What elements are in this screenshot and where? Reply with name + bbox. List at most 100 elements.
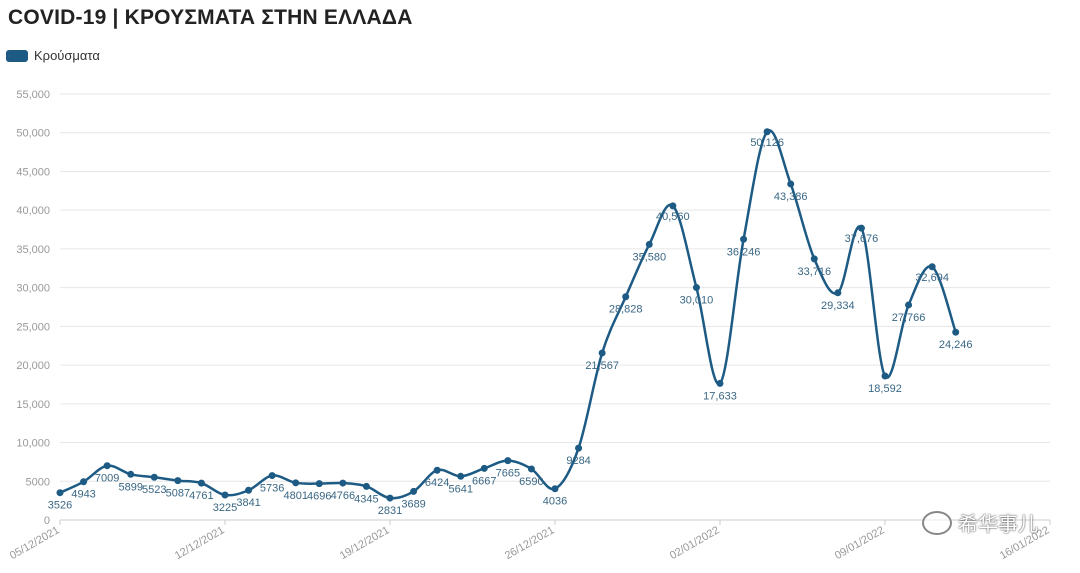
data-point (150, 473, 158, 481)
data-label: 5736 (260, 483, 284, 495)
data-label: 3225 (213, 502, 237, 514)
data-label: 5641 (448, 483, 472, 495)
chart-title: COVID-19 | ΚΡΟΥΣΜΑΤΑ ΣΤΗΝ ΕΛΛΑΔΑ (8, 6, 413, 29)
data-label: 33,716 (797, 266, 831, 278)
data-point (952, 328, 960, 336)
data-point (763, 128, 771, 136)
data-point (480, 464, 488, 472)
data-label: 17,633 (703, 390, 737, 402)
y-tick-label: 15,000 (16, 399, 50, 411)
data-point (598, 349, 606, 357)
data-point (221, 491, 229, 499)
data-point (386, 494, 394, 502)
data-label: 4036 (543, 496, 567, 508)
data-label: 40,560 (656, 211, 690, 223)
data-label: 3841 (236, 497, 260, 509)
data-label: 4801 (283, 490, 307, 502)
data-point (787, 180, 795, 188)
y-tick-label: 30,000 (16, 283, 50, 295)
series-line (59, 129, 957, 500)
data-point (740, 235, 748, 243)
data-point (527, 465, 535, 473)
x-tick-label: 26/12/2021 (503, 524, 557, 562)
data-point (905, 301, 913, 309)
data-label: 7665 (496, 468, 520, 480)
data-label: 4943 (71, 489, 95, 501)
data-point (80, 478, 88, 486)
data-point (622, 293, 630, 301)
data-label: 37,676 (845, 233, 879, 245)
y-tick-label: 50,000 (16, 128, 50, 140)
data-label: 2831 (378, 505, 402, 517)
data-label: 28,828 (609, 304, 643, 316)
y-tick-label: 10,000 (16, 438, 50, 450)
data-label: 35,580 (632, 251, 666, 263)
data-label: 9284 (566, 455, 590, 467)
watermark-text: 希华事儿 (958, 512, 1038, 536)
data-point (174, 477, 182, 485)
y-tick-label: 35,000 (16, 244, 50, 256)
data-point (197, 479, 205, 487)
data-label: 27,766 (892, 312, 926, 324)
data-label: 4766 (331, 490, 355, 502)
data-label: 3689 (401, 498, 425, 510)
x-tick-label: 09/01/2022 (833, 524, 887, 562)
data-point (834, 289, 842, 297)
data-point (810, 255, 818, 263)
y-tick-label: 0 (44, 515, 50, 527)
data-point (127, 470, 135, 478)
x-tick-label: 02/01/2022 (668, 524, 722, 562)
data-point (857, 224, 865, 232)
data-point (56, 489, 64, 497)
data-label: 3526 (48, 500, 72, 512)
y-tick-label: 25,000 (16, 321, 50, 333)
data-point (245, 486, 253, 494)
data-point (410, 487, 418, 495)
data-point (928, 263, 936, 271)
data-label: 24,246 (939, 339, 973, 351)
data-point (457, 472, 465, 480)
data-label: 7009 (95, 473, 119, 485)
data-label: 4345 (354, 493, 378, 505)
data-point (716, 379, 724, 387)
data-point (575, 444, 583, 452)
data-point (433, 466, 441, 474)
y-tick-label: 20,000 (16, 360, 50, 372)
data-point (692, 284, 700, 292)
data-label: 50,126 (750, 137, 784, 149)
data-label: 4761 (189, 490, 213, 502)
data-point (645, 240, 653, 248)
data-label: 43,386 (774, 191, 808, 203)
data-label: 21,567 (585, 360, 619, 372)
data-point (362, 482, 370, 490)
watermark: 希华事儿 (922, 508, 1038, 537)
data-point (268, 472, 276, 480)
data-label: 32,694 (915, 272, 949, 284)
data-point (669, 202, 677, 210)
y-tick-label: 5000 (26, 476, 50, 488)
y-tick-label: 40,000 (16, 205, 50, 217)
x-tick-label: 12/12/2021 (173, 524, 227, 562)
data-label: 5523 (142, 484, 166, 496)
data-point (881, 372, 889, 380)
data-label: 6590 (519, 476, 543, 488)
data-label: 6667 (472, 475, 496, 487)
data-label: 18,592 (868, 383, 902, 395)
data-point (551, 485, 559, 493)
x-tick-label: 19/12/2021 (338, 524, 392, 562)
y-tick-label: 45,000 (16, 166, 50, 178)
x-tick-label: 05/12/2021 (8, 524, 62, 562)
data-point (292, 479, 300, 487)
data-label: 5899 (118, 481, 142, 493)
data-point (504, 457, 512, 465)
data-label: 4696 (307, 491, 331, 503)
data-point (315, 480, 323, 488)
data-point (103, 462, 111, 470)
data-label: 29,334 (821, 300, 855, 312)
legend[interactable]: Κρούσματα (6, 48, 100, 63)
y-tick-label: 55,000 (16, 89, 50, 101)
data-label: 5087 (166, 488, 190, 500)
wechat-icon (922, 510, 952, 535)
data-label: 36,246 (727, 246, 761, 258)
